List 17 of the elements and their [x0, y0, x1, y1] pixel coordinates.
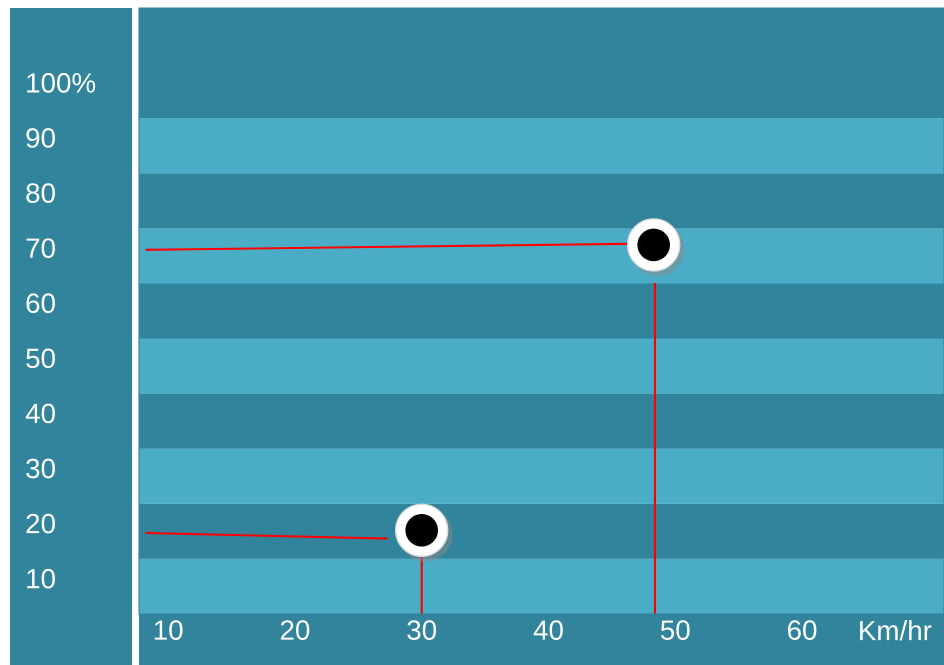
y-tick-label: 50 [26, 348, 55, 368]
y-tick-label: 100% [27, 73, 96, 93]
x-tick-label: 20 [280, 620, 310, 640]
y-tick-label: 40 [26, 404, 55, 424]
y-tick-label: 10 [27, 568, 55, 589]
y-tick-label: 20 [26, 514, 55, 534]
x-axis-title: Km/hr [860, 620, 932, 640]
y-tick-label: 30 [26, 458, 55, 478]
x-tick-label: 50 [660, 620, 690, 640]
y-tick-label: 80 [26, 183, 55, 203]
x-tick-label: 30 [407, 620, 436, 640]
y-tick-label: 90 [26, 128, 55, 148]
x-tick-label: 40 [534, 620, 563, 640]
x-tick-label: 60 [788, 620, 816, 640]
y-tick-label: 60 [26, 293, 55, 314]
y-tick-label: 70 [26, 238, 55, 258]
x-tick-label: 10 [154, 620, 183, 640]
